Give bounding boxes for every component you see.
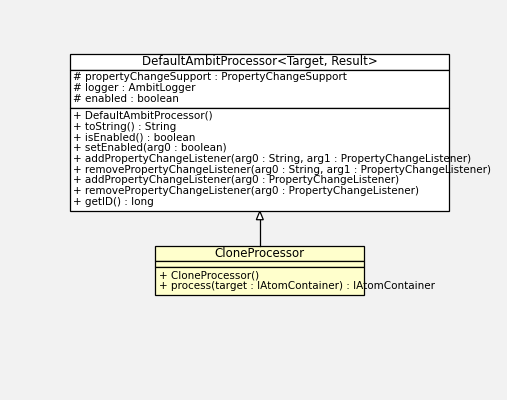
Text: DefaultAmbitProcessor<Target, Result>: DefaultAmbitProcessor<Target, Result> bbox=[141, 55, 377, 68]
Bar bbox=[69, 108, 449, 211]
Bar bbox=[155, 261, 365, 268]
Text: + addPropertyChangeListener(arg0 : String, arg1 : PropertyChangeListener): + addPropertyChangeListener(arg0 : Strin… bbox=[74, 154, 472, 164]
Text: + setEnabled(arg0 : boolean): + setEnabled(arg0 : boolean) bbox=[74, 143, 227, 153]
Text: + toString() : String: + toString() : String bbox=[74, 122, 177, 132]
Text: # propertyChangeSupport : PropertyChangeSupport: # propertyChangeSupport : PropertyChange… bbox=[74, 72, 347, 82]
Bar bbox=[69, 70, 449, 108]
Text: + removePropertyChangeListener(arg0 : String, arg1 : PropertyChangeListener): + removePropertyChangeListener(arg0 : St… bbox=[74, 165, 491, 175]
Text: # logger : AmbitLogger: # logger : AmbitLogger bbox=[74, 83, 196, 93]
Polygon shape bbox=[257, 211, 263, 220]
Text: + CloneProcessor(): + CloneProcessor() bbox=[159, 270, 259, 280]
Text: + isEnabled() : boolean: + isEnabled() : boolean bbox=[74, 132, 196, 142]
Text: + addPropertyChangeListener(arg0 : PropertyChangeListener): + addPropertyChangeListener(arg0 : Prope… bbox=[74, 176, 400, 186]
Text: CloneProcessor: CloneProcessor bbox=[215, 247, 305, 260]
Text: + DefaultAmbitProcessor(): + DefaultAmbitProcessor() bbox=[74, 111, 213, 121]
Text: + getID() : long: + getID() : long bbox=[74, 197, 154, 207]
Text: + removePropertyChangeListener(arg0 : PropertyChangeListener): + removePropertyChangeListener(arg0 : Pr… bbox=[74, 186, 419, 196]
Bar bbox=[155, 246, 365, 261]
Bar bbox=[155, 268, 365, 295]
Text: + process(target : IAtomContainer) : IAtomContainer: + process(target : IAtomContainer) : IAt… bbox=[159, 281, 435, 291]
Bar bbox=[69, 54, 449, 70]
Text: # enabled : boolean: # enabled : boolean bbox=[74, 94, 179, 104]
